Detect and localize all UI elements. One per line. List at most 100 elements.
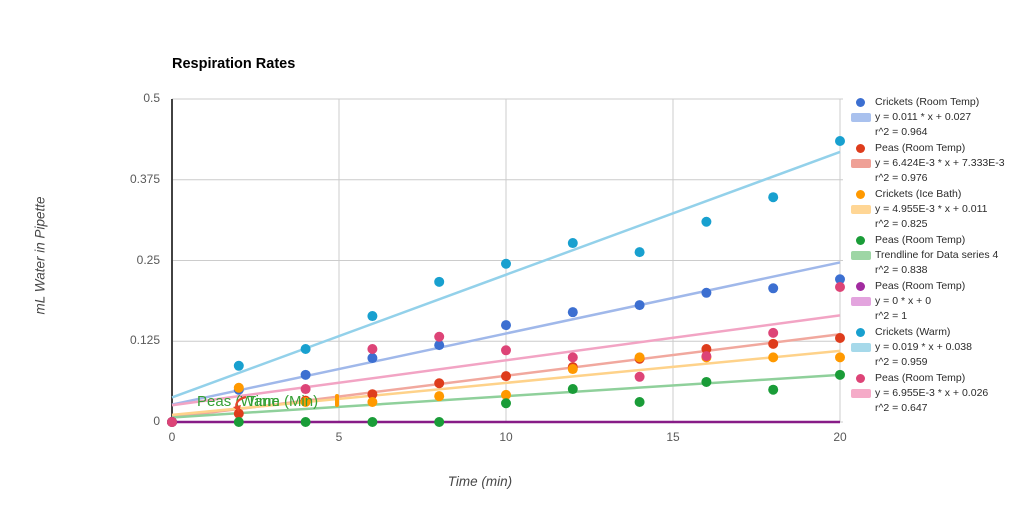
x-axis-title: Time (min) [447,474,513,489]
legend-series-dot [856,236,865,245]
legend-series-name: Peas (Room Temp) [875,280,966,292]
legend-r-squared: r^2 = 1 [875,310,908,322]
data-point[interactable] [701,216,712,227]
data-point[interactable] [768,192,779,203]
data-point[interactable] [501,320,511,331]
data-point[interactable] [434,378,445,389]
data-point[interactable] [835,135,845,146]
legend-item[interactable]: Peas (Room Temp) y = 6.955E-3 * x + 0.026… [848,371,1013,416]
x-tick-label: 15 [666,430,680,444]
legend-r-squared: r^2 = 0.964 [875,126,928,138]
x-tick-label: 10 [499,430,513,444]
data-point[interactable] [367,396,378,407]
data-point[interactable] [634,396,645,407]
data-point[interactable] [233,382,244,393]
legend-r-squared: r^2 = 0.959 [875,356,928,368]
x-tick-label: 5 [335,430,343,444]
legend-item[interactable]: Peas (Room Temp) y = 6.424E-3 * x + 7.333… [848,141,1013,186]
legend-trend-equation: y = 4.955E-3 * x + 0.011 [875,203,988,215]
legend-item[interactable]: Peas (Room Temp) y = 0 * x + 0 r^2 = 1 [848,279,1013,324]
data-point[interactable] [567,384,578,395]
data-point[interactable] [835,352,845,363]
legend-trend-equation: Trendline for Data series 4 [875,249,999,261]
data-point[interactable] [501,258,511,269]
legend-trend-swatch [851,389,871,398]
y-tick-label: 0.125 [129,333,160,348]
data-point[interactable] [835,369,845,380]
data-point[interactable] [367,353,378,364]
data-point[interactable] [367,311,378,322]
legend-r-squared: r^2 = 0.825 [875,218,928,230]
data-point[interactable] [300,396,311,407]
legend-r-squared: r^2 = 0.647 [875,402,928,414]
legend-series-dot [856,144,865,153]
legend-series-dot [856,98,865,107]
data-point[interactable] [367,389,378,400]
data-point[interactable] [567,238,578,249]
data-point[interactable] [768,338,779,349]
data-point[interactable] [701,287,712,298]
data-point[interactable] [768,384,779,395]
chart-legend: Crickets (Room Temp) y = 0.011 * x + 0.02… [848,95,1013,417]
y-tick-label: 0.5 [143,91,160,105]
legend-series-name: Crickets (Warm) [875,326,951,338]
data-point[interactable] [634,300,645,311]
data-point[interactable] [567,364,578,375]
data-point[interactable] [835,274,845,285]
data-point[interactable] [367,417,378,427]
data-point[interactable] [233,417,244,427]
legend-trend-equation: y = 0.019 * x + 0.038 [875,341,972,353]
data-point[interactable] [501,398,511,409]
legend-item[interactable]: Crickets (Room Temp) y = 0.011 * x + 0.02… [848,95,1013,140]
legend-trend-equation: y = 0.011 * x + 0.027 [875,111,972,123]
legend-series-dot [856,282,865,291]
data-point[interactable] [768,283,779,294]
data-point[interactable] [300,417,311,427]
data-point[interactable] [835,333,845,344]
data-point[interactable] [567,307,578,318]
data-point[interactable] [367,344,378,355]
data-point[interactable] [434,417,445,427]
data-point[interactable] [233,408,244,419]
data-point[interactable] [501,371,511,382]
legend-trend-swatch [851,343,871,352]
data-point[interactable] [634,371,645,382]
data-point[interactable] [300,344,311,355]
legend-trend-swatch [851,251,871,260]
data-point[interactable] [701,351,712,362]
data-point[interactable] [768,352,779,363]
data-point[interactable] [300,369,311,380]
trendline [171,349,841,417]
data-point[interactable] [434,340,445,351]
legend-series-name: Crickets (Ice Bath) [875,188,962,200]
trendline [171,314,841,407]
data-point[interactable] [434,391,445,402]
data-point[interactable] [768,327,779,338]
trendline [171,261,841,406]
data-point[interactable] [434,331,445,342]
y-tick-label: 0 [153,414,160,428]
legend-item[interactable]: Crickets (Ice Bath) y = 4.955E-3 * x + 0.… [848,187,1013,232]
chart-title: Respiration Rates [172,56,296,72]
legend-series-dot [856,374,865,383]
legend-trend-equation: y = 6.424E-3 * x + 7.333E-3 [875,157,1005,169]
data-point[interactable] [501,389,511,400]
data-point[interactable] [567,352,578,363]
data-point[interactable] [835,281,845,292]
legend-r-squared: r^2 = 0.976 [875,172,928,184]
data-point[interactable] [634,352,645,363]
data-point[interactable] [300,384,311,395]
legend-item[interactable]: Peas (Room Temp) Trendline for Data serie… [848,233,1013,278]
legend-series-name: Peas (Room Temp) [875,234,966,246]
data-point[interactable] [233,360,244,371]
legend-series-name: Peas (Room Temp) [875,372,966,384]
data-point[interactable] [701,376,712,387]
data-point[interactable] [701,344,712,355]
legend-series-dot [856,190,865,199]
data-point[interactable] [501,345,511,356]
data-point[interactable] [434,276,445,287]
legend-item[interactable]: Crickets (Warm) y = 0.019 * x + 0.038 r^2 … [848,325,1013,370]
data-point[interactable] [167,417,177,427]
data-point[interactable] [634,247,645,258]
